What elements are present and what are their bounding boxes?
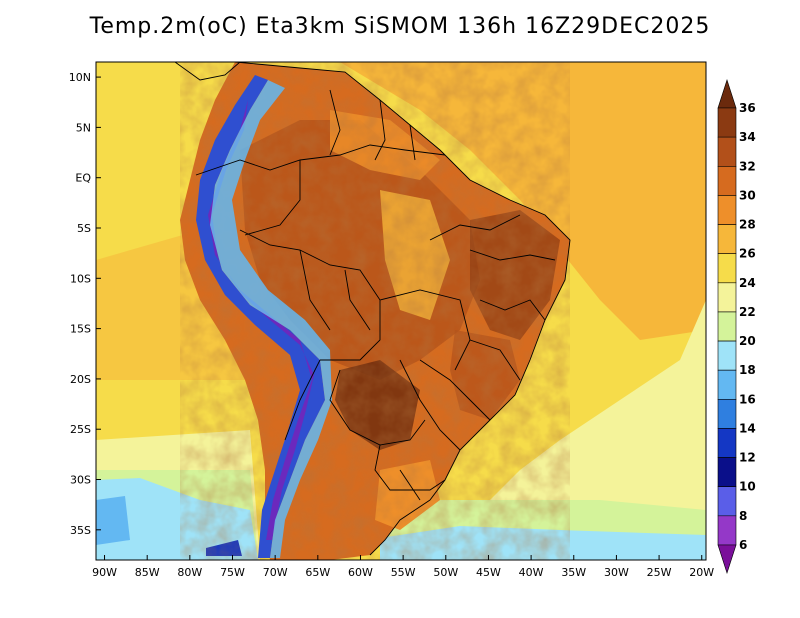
colorbar-label: 28 [739,218,756,232]
colorbar-segment [717,195,737,225]
colorbar-label: 14 [739,421,756,435]
colorbar-label: 34 [739,130,756,144]
colorbar-segment [717,399,737,429]
colorbar-segment [717,457,737,488]
country-borders [195,62,571,556]
colorbar-label: 16 [739,392,756,406]
ocean-pale-atlantic [470,300,706,560]
colorbar-label: 26 [739,247,756,261]
lat-tick-label: 25S [70,423,91,436]
lon-tick-label: 55W [391,566,416,579]
colorbar-label: 20 [739,334,756,348]
colorbar-label: 10 [739,480,756,494]
lat-tick-label: EQ [75,172,91,185]
lat-tick-label: 10N [69,71,91,84]
colorbar-label: 18 [739,363,756,377]
colorbar-segment [717,282,737,313]
lon-tick-label: 70W [263,566,288,579]
lat-tick-label: 30S [70,474,91,487]
colorbar-segment [717,311,737,342]
ocean-cold-pacific [96,478,258,560]
colorbar-segment [717,369,737,400]
lon-tick-label: 80W [177,566,202,579]
colorbar-label: 30 [739,188,756,202]
colorbar-segment [717,165,737,196]
lon-tick-label: 45W [476,566,501,579]
colorbar-segment [717,136,737,167]
colorbar-label: 6 [739,538,747,552]
lon-tick-label: 40W [519,566,544,579]
colorbar-segment [717,253,737,284]
lat-tick-label: 10S [70,272,91,285]
colorbar-segment [717,107,737,138]
lat-tick-label: 15S [70,323,91,336]
lon-tick-label: 35W [561,566,586,579]
map-frame [95,61,707,561]
ocean-warm-atlantic [340,62,706,340]
colorbar-segment [717,224,737,254]
lon-tick-label: 75W [220,566,245,579]
colorbar-label: 36 [739,101,756,115]
lat-tick-label: 20S [70,373,91,386]
lon-tick-label: 60W [348,566,373,579]
lon-tick-label: 20W [689,566,714,579]
lon-tick-label: 90W [92,566,117,579]
lon-tick-label: 85W [135,566,160,579]
colorbar-segment [717,340,737,371]
ocean-coldest-patch [206,540,242,556]
lon-tick-label: 50W [433,566,458,579]
colorbar-label: 22 [739,305,756,319]
longitude-axis: 90W 85W 80W 75W 70W 65W 60W 55W 50W 45W 40W 35W 30W 2… [92,555,714,579]
colorbar-segment [717,544,737,574]
lat-tick-label: 35S [70,524,91,537]
ocean-warm-pacific-north [96,62,230,200]
lat-tick-label: 5N [76,121,91,134]
lon-tick-label: 65W [305,566,330,579]
lat-tick-label: 5S [77,222,91,235]
colorbar-label: 32 [739,159,756,173]
lon-tick-label: 25W [647,566,672,579]
colorbar-label: 8 [739,509,747,523]
colorbar-segment [717,515,737,546]
map-title: Temp.2m(oC) Eta3km SiSMOM 136h 16Z29DEC2… [89,14,711,39]
colorbar: 36 34 32 30 28 26 24 22 20 18 16 14 12 10 8 6 [717,79,756,574]
colorbar-segment [717,428,737,458]
land-texture [180,62,570,560]
colorbar-label: 12 [739,451,756,465]
latitude-axis: 10N 5N EQ 5S 10S 15S 20S 25S 30S 35S [69,71,101,537]
ocean-colder-pacific [96,496,130,545]
ocean-cold-south-atlantic [380,526,706,560]
colorbar-segment [717,486,737,517]
lon-tick-label: 30W [604,566,629,579]
colorbar-segment [717,79,737,109]
colorbar-label: 24 [739,276,756,290]
central-america [138,62,241,81]
